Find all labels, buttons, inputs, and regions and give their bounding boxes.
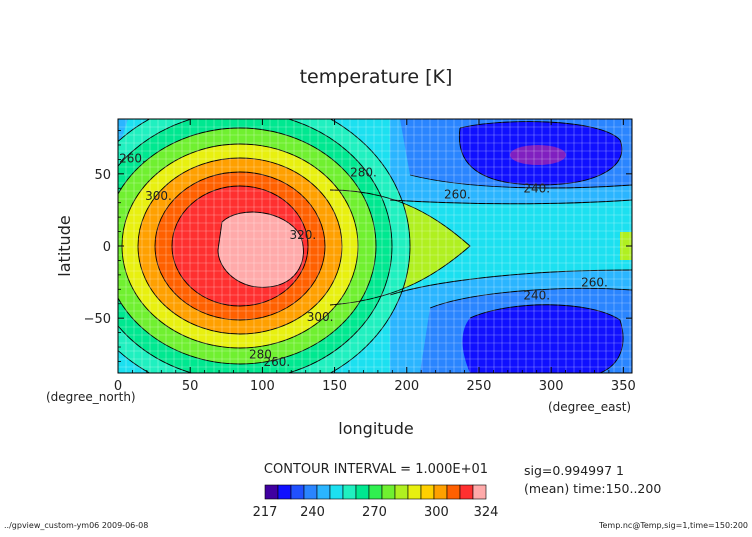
contour-label: 260.: [263, 355, 290, 369]
x-axis: 0 50 100 150 200 250 300 350: [114, 119, 636, 394]
contour-line: [118, 119, 411, 373]
contour-line: [389, 269, 632, 296]
contour-field: [118, 119, 632, 373]
colorbar-swatch: [420, 484, 435, 500]
colorbar-swatch: [407, 484, 422, 500]
colorbar-tick-label: 240: [300, 505, 325, 520]
contour-line: [329, 189, 471, 306]
contour-label: 260.: [119, 151, 146, 165]
colorbar-tick-label: 324: [474, 505, 499, 520]
y-axis: −50 0 50: [84, 130, 632, 362]
y-tick-label: 50: [94, 168, 111, 183]
contour-line: [469, 304, 624, 373]
colorbar-swatch: [433, 484, 448, 500]
colorbar-swatch: [290, 484, 305, 500]
contour-line: [217, 211, 304, 288]
contour-label: 260.: [444, 187, 471, 201]
low-region-south-core: [462, 304, 624, 373]
contour-label: 260.: [581, 275, 608, 289]
colorbar-swatch: [342, 484, 357, 500]
contour-line: [458, 121, 623, 186]
contour-line: [154, 171, 326, 321]
contour-label: 240.: [523, 182, 550, 196]
contour-line: [429, 287, 632, 309]
contour-labels: 260.300.280.260. 240.320.300.280.260.260.…: [119, 151, 608, 368]
contour-line: [118, 119, 393, 373]
chart-title: temperature [K]: [300, 66, 453, 88]
x-units-label: (degree_east): [548, 400, 631, 414]
contour-line: [389, 199, 632, 205]
footer-left: ../gpview_custom-ym06 2009-06-08: [4, 521, 148, 530]
colorbar-tick-label: 217: [253, 505, 278, 520]
contour-label: 280.: [350, 166, 377, 180]
colorbar-swatch: [355, 484, 370, 500]
colorbar-swatch: [394, 484, 409, 500]
colorbar-swatch: [264, 484, 279, 500]
colorbar-swatch: [329, 484, 344, 500]
colorbar-swatch: [472, 484, 487, 500]
x-tick-label: 350: [611, 379, 636, 394]
contour-line: [137, 157, 343, 335]
band-320: [218, 212, 304, 288]
contour-line: [118, 127, 377, 365]
y-tick-label: 0: [103, 240, 111, 255]
colorbar-swatch: [381, 484, 396, 500]
y-axis-label: latitude: [55, 215, 74, 276]
plot-grid: [118, 119, 632, 373]
info-line-1: sig=0.994997 1: [524, 463, 624, 478]
x-axis-label: longitude: [338, 419, 413, 438]
x-tick-label: 250: [467, 379, 492, 394]
x-tick-label: 200: [394, 379, 419, 394]
x-tick-label: 0: [114, 379, 122, 394]
x-tick-label: 100: [250, 379, 275, 394]
cold-core-north: [510, 145, 566, 165]
colorbar-swatch: [446, 484, 461, 500]
colorbar-tick-label: 270: [362, 505, 387, 520]
y-units-label: (degree_north): [46, 390, 136, 404]
colorbar: [264, 484, 487, 500]
contour-label: 300.: [145, 189, 172, 203]
colorbar-tick-label: 300: [424, 505, 449, 520]
contour-label: 280.: [249, 348, 276, 362]
colorbar-swatch: [316, 484, 331, 500]
contour-label: 240.: [523, 288, 550, 302]
x-tick-label: 150: [322, 379, 347, 394]
colorbar-swatch: [303, 484, 318, 500]
footer-right: Temp.nc@Temp,sig=1,time=150:200: [598, 521, 748, 530]
x-tick-label: 300: [539, 379, 564, 394]
contour-label: 320.: [289, 228, 316, 242]
contour-interval: CONTOUR INTERVAL = 1.000E+01: [264, 462, 488, 477]
info-line-2: (mean) time:150..200: [524, 481, 661, 496]
x-tick-label: 50: [182, 379, 199, 394]
y-tick-label: −50: [84, 312, 111, 327]
contour-line: [409, 174, 632, 189]
colorbar-swatch: [459, 484, 474, 500]
contour-lines: [118, 119, 632, 373]
contour-line: [171, 185, 309, 307]
colorbar-swatch: [277, 484, 292, 500]
colorbar-ticks: 217 240 270 300 324: [253, 505, 499, 520]
contour-label: 300.: [307, 310, 334, 324]
colorbar-swatch: [368, 484, 383, 500]
